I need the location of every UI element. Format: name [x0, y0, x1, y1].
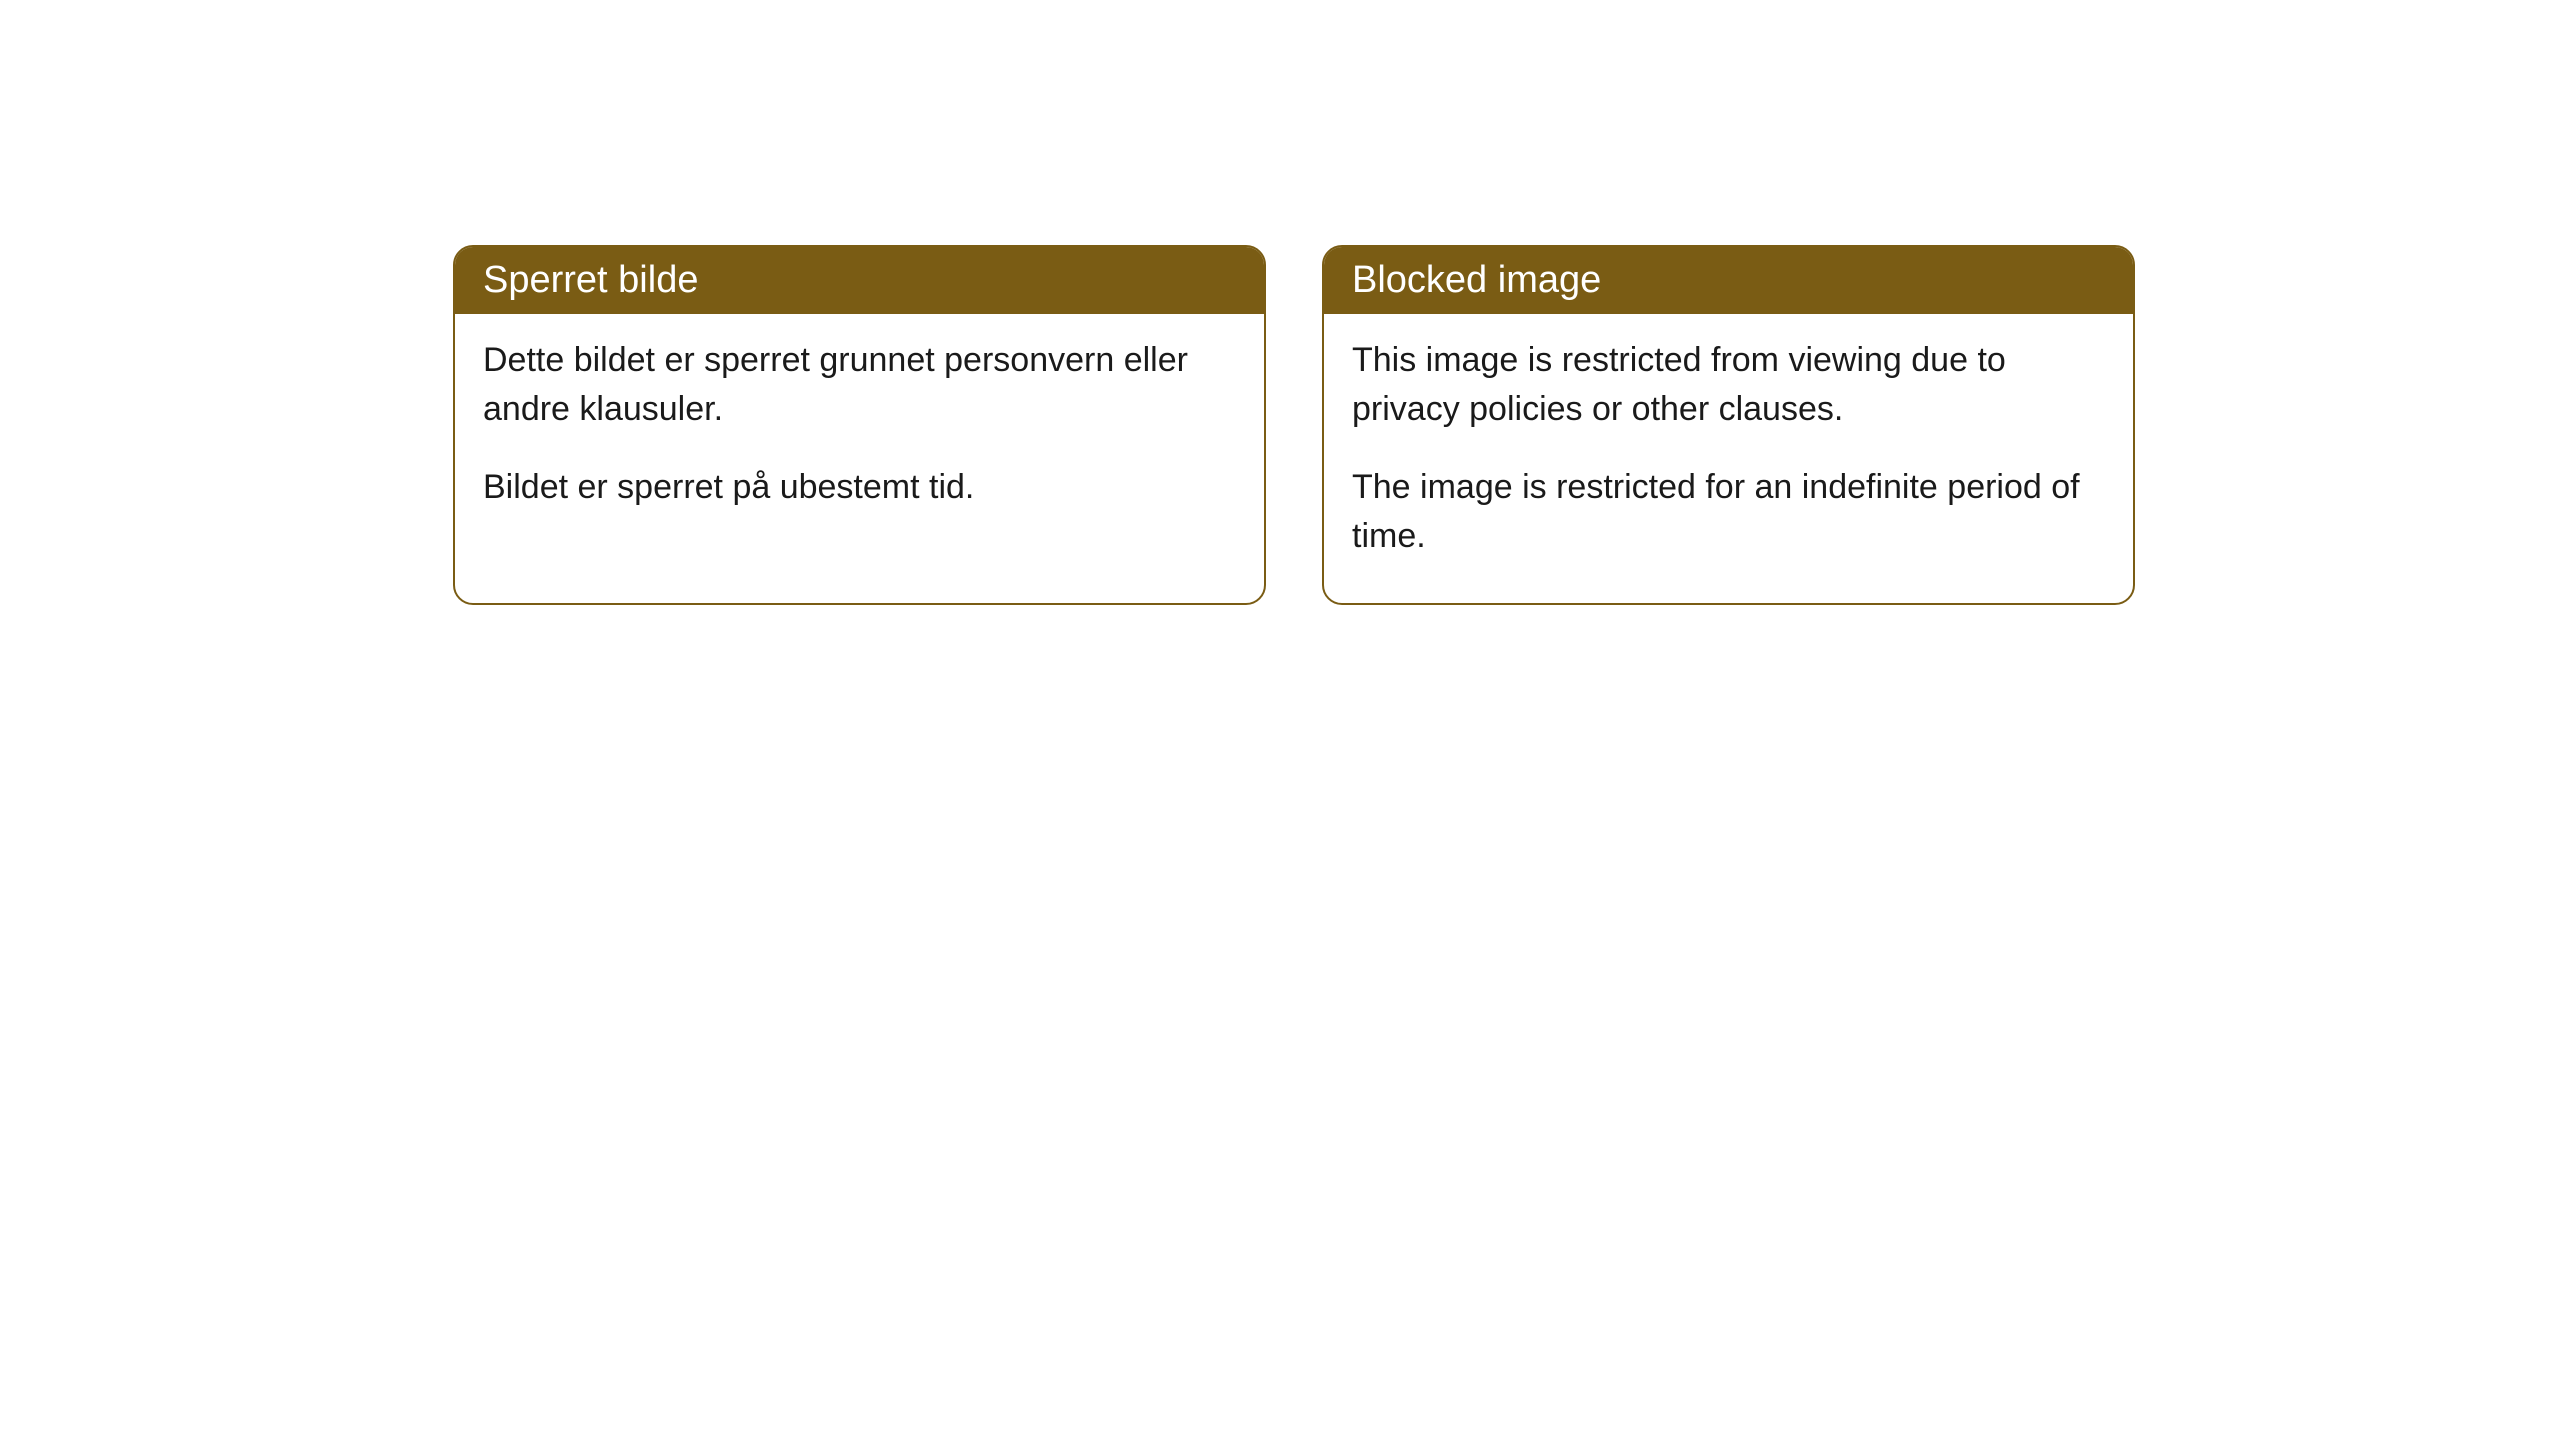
card-body: This image is restricted from viewing du… — [1324, 314, 2133, 603]
card-title: Blocked image — [1352, 259, 1601, 301]
card-paragraph: This image is restricted from viewing du… — [1352, 336, 2105, 435]
card-title: Sperret bilde — [483, 259, 698, 301]
card-paragraph: The image is restricted for an indefinit… — [1352, 463, 2105, 562]
notice-card-en: Blocked image This image is restricted f… — [1322, 245, 2135, 605]
card-body: Dette bildet er sperret grunnet personve… — [455, 314, 1264, 554]
card-paragraph: Bildet er sperret på ubestemt tid. — [483, 463, 1236, 512]
notice-cards-container: Sperret bilde Dette bildet er sperret gr… — [0, 0, 2560, 605]
card-header: Blocked image — [1324, 247, 2133, 314]
card-header: Sperret bilde — [455, 247, 1264, 314]
card-paragraph: Dette bildet er sperret grunnet personve… — [483, 336, 1236, 435]
notice-card-no: Sperret bilde Dette bildet er sperret gr… — [453, 245, 1266, 605]
